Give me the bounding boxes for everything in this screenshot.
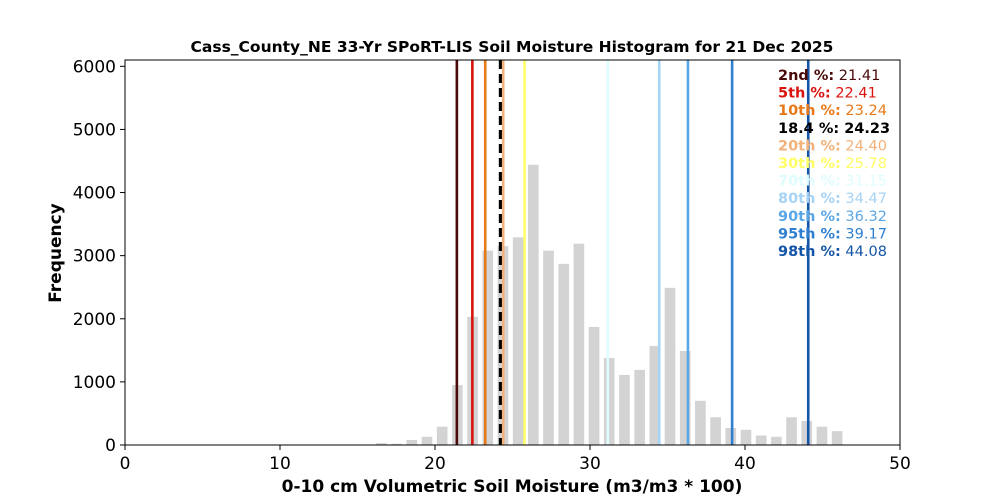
legend-entry-value: 24.23 [839, 121, 890, 137]
y-axis-ticks: 0 1000 2000 3000 4000 5000 6000 [73, 57, 125, 456]
legend-entry-value: 23.24 [841, 103, 887, 119]
legend-entry-value: 21.41 [834, 68, 880, 84]
histogram-bar [634, 369, 645, 445]
bars-group [376, 164, 843, 445]
histogram-bar [406, 439, 418, 445]
x-axis-label: 0-10 cm Volumetric Soil Moisture (m3/m3 … [282, 477, 743, 497]
percentile-lines-group [455, 60, 810, 445]
legend-entry: 2nd %: 21.41 [778, 68, 880, 84]
legend-entry-value: 36.32 [841, 209, 887, 225]
histogram-bar [664, 287, 676, 445]
histogram-bar [588, 326, 600, 445]
legend-entry-key: 18.4 %: [778, 121, 839, 137]
legend-entry-value: 31.15 [841, 174, 887, 190]
histogram-bar [436, 426, 448, 445]
legend-entry: 18.4 %: 24.23 [778, 121, 890, 137]
histogram-bar [376, 443, 387, 445]
histogram-bar [710, 417, 721, 445]
legend-entry: 80th %: 34.47 [778, 191, 887, 207]
plot-frame [124, 59, 901, 446]
histogram-bar [801, 421, 813, 445]
histogram-bar [831, 431, 843, 445]
x-tick-label: 30 [579, 454, 601, 474]
x-tick-label: 0 [120, 454, 131, 474]
y-tick-label: 4000 [73, 184, 116, 204]
histogram-bar [603, 357, 615, 445]
y-tick-label: 1000 [73, 373, 116, 393]
x-tick-label: 20 [424, 454, 446, 474]
legend-entry-key: 10th %: [778, 103, 841, 119]
histogram-bar [528, 164, 539, 445]
legend-entry-value: 39.17 [841, 226, 887, 242]
histogram-bar [695, 400, 706, 445]
histogram-bar [558, 263, 570, 445]
histogram-bar [755, 435, 767, 445]
y-tick-label: 3000 [73, 247, 116, 267]
legend-entry-key: 95th %: [778, 226, 841, 242]
histogram-bar [740, 429, 752, 445]
histogram-bar [649, 345, 661, 445]
legend-entry-value: 44.08 [841, 244, 887, 260]
histogram-bar [543, 250, 554, 445]
legend-entry-value: 34.47 [841, 191, 887, 207]
legend-entry-key: 5th %: [778, 86, 831, 102]
histogram-bar [512, 237, 524, 445]
legend-entry: 5th %: 22.41 [778, 86, 877, 102]
legend-entry-value: 25.78 [841, 156, 887, 172]
histogram-bar [725, 427, 737, 445]
y-axis-label: Frequency [46, 203, 66, 303]
histogram-bar [482, 250, 494, 445]
histogram-bar [679, 350, 691, 445]
histogram-bar [421, 436, 433, 445]
legend-entry-key: 20th %: [778, 138, 841, 154]
legend-entry-key: 70th %: [778, 174, 841, 190]
x-axis-ticks: 0 10 20 30 40 50 [120, 445, 911, 474]
legend-entry-value: 24.40 [841, 138, 887, 154]
x-tick-label: 40 [734, 454, 756, 474]
y-tick-label: 0 [105, 436, 116, 456]
chart-title: Cass_County_NE 33-Yr SPoRT-LIS Soil Mois… [191, 38, 834, 56]
legend-entry-key: 2nd %: [778, 68, 834, 84]
histogram-bar [573, 243, 585, 445]
histogram-bar [816, 426, 828, 445]
legend-entry: 10th %: 23.24 [778, 103, 887, 119]
histogram-bar [391, 443, 402, 445]
legend-entry: 70th %: 31.15 [778, 174, 887, 190]
histogram-bar [786, 417, 797, 445]
x-tick-label: 10 [269, 454, 291, 474]
x-tick-label: 50 [889, 454, 911, 474]
legend-entry-key: 90th %: [778, 209, 841, 225]
legend-entry: 95th %: 39.17 [778, 226, 887, 242]
legend-entry-key: 30th %: [778, 156, 841, 172]
y-tick-label: 2000 [73, 310, 116, 330]
legend-entry: 20th %: 24.40 [778, 138, 887, 154]
legend-entry-key: 98th %: [778, 244, 841, 260]
legend-entry-value: 22.41 [831, 86, 877, 102]
legend-entry: 98th %: 44.08 [778, 244, 887, 260]
legend-entry: 90th %: 36.32 [778, 209, 887, 225]
histogram-bar [771, 436, 782, 445]
histogram-bar [619, 374, 630, 445]
legend-entry-key: 80th %: [778, 191, 841, 207]
y-tick-label: 5000 [73, 120, 116, 140]
y-tick-label: 6000 [73, 57, 116, 77]
legend-entry: 30th %: 25.78 [778, 156, 887, 172]
